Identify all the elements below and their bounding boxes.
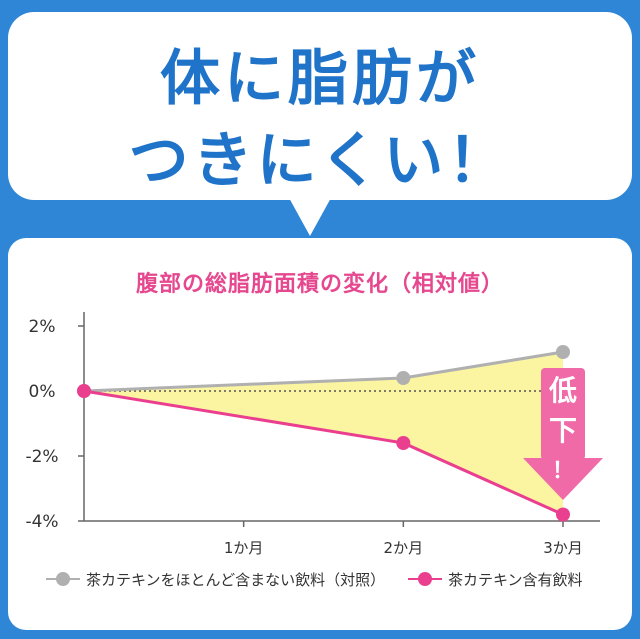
series-control-point xyxy=(556,345,570,359)
decrease-arrow-head xyxy=(523,458,603,500)
legend-label-catechin: 茶カテキン含有飲料 xyxy=(448,570,583,589)
difference-area xyxy=(84,352,563,515)
x-tick-label: 2か月 xyxy=(384,539,424,557)
headline-line-2: つきにくい！ xyxy=(128,126,512,196)
series-catechin-point xyxy=(77,384,91,398)
y-tick-label: -2% xyxy=(25,447,58,467)
y-tick-label: 2% xyxy=(29,317,56,337)
y-tick-label: -4% xyxy=(25,512,58,532)
legend-marker-catechin xyxy=(408,572,442,586)
legend-item-control: 茶カテキンをほとんど含まない飲料（対照） xyxy=(46,564,385,594)
legend-marker-control xyxy=(46,572,80,586)
decrease-label-2: 下 xyxy=(549,414,577,447)
x-tick-label: 3か月 xyxy=(543,539,583,557)
series-catechin-point xyxy=(556,507,570,522)
y-tick-label: 0% xyxy=(29,382,56,402)
series-control-point xyxy=(396,371,411,385)
bubble-tail xyxy=(288,196,332,236)
headline-bubble: 体に脂肪が つきにくい！ xyxy=(8,12,632,200)
x-tick-label: 1か月 xyxy=(224,539,264,557)
series-catechin-point xyxy=(396,436,411,450)
legend-item-catechin: 茶カテキン含有飲料 xyxy=(408,564,583,594)
legend-label-control: 茶カテキンをほとんど含まない飲料（対照） xyxy=(86,570,386,589)
decrease-label-1: 低 xyxy=(548,374,577,407)
decrease-label-3: ！ xyxy=(552,459,574,484)
chart-title: 腹部の総脂肪面積の変化（相対値） xyxy=(135,272,504,297)
headline-line-1: 体に脂肪が xyxy=(160,44,480,114)
decrease-arrow-shaft xyxy=(541,368,585,460)
